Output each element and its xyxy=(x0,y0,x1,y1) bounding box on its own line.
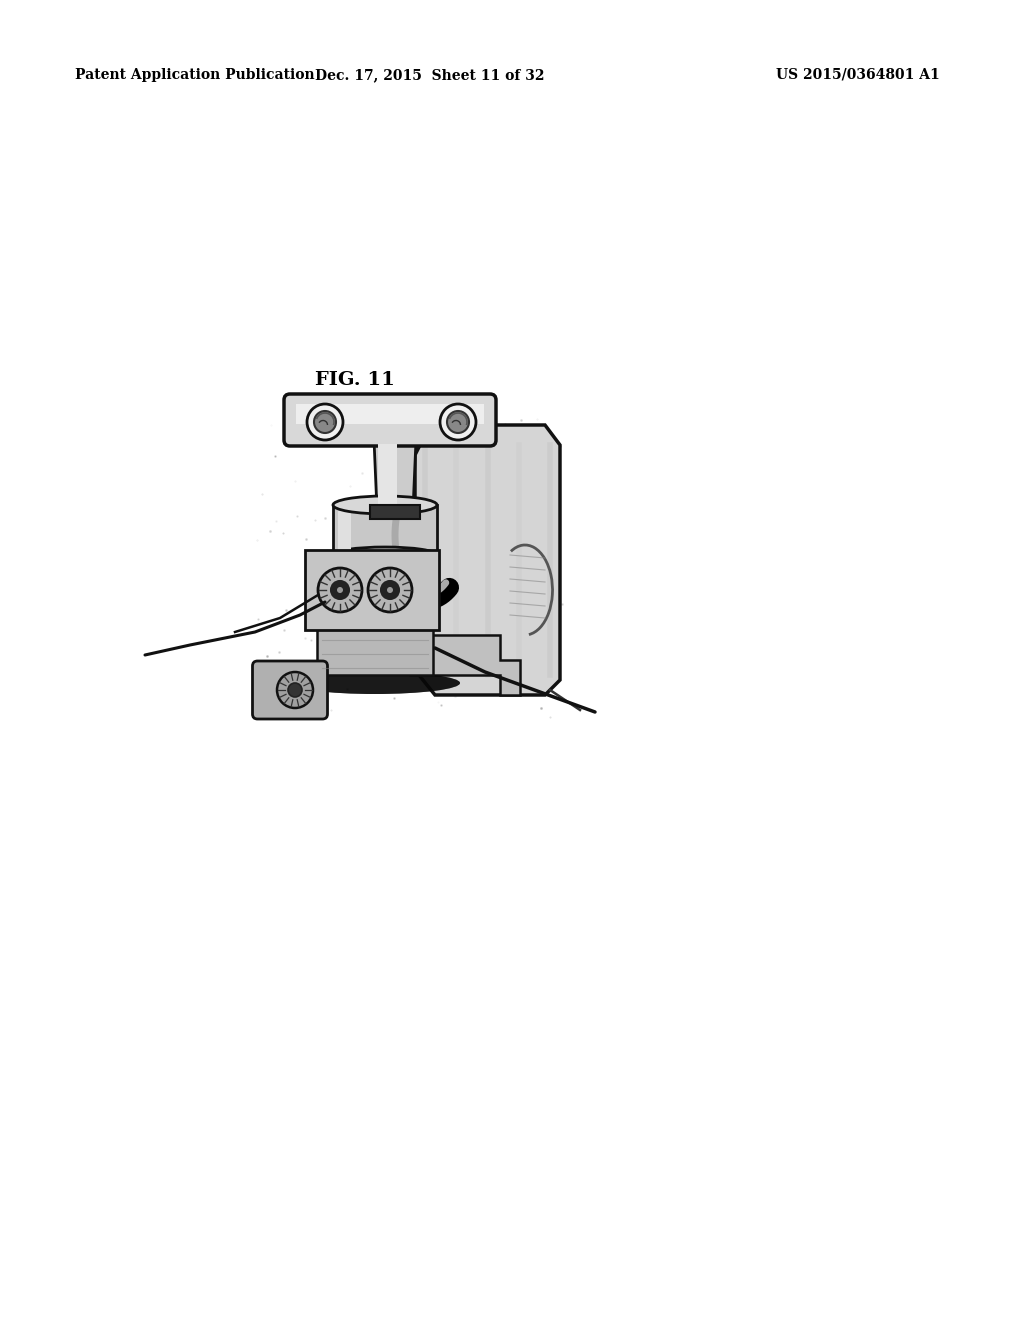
Circle shape xyxy=(387,587,393,593)
Polygon shape xyxy=(374,440,416,510)
Circle shape xyxy=(381,581,399,599)
Ellipse shape xyxy=(333,496,437,513)
Polygon shape xyxy=(378,444,397,506)
Ellipse shape xyxy=(290,672,460,694)
Text: FIG. 11: FIG. 11 xyxy=(315,371,395,389)
Text: Dec. 17, 2015  Sheet 11 of 32: Dec. 17, 2015 Sheet 11 of 32 xyxy=(315,69,545,82)
Bar xyxy=(296,404,484,424)
Bar xyxy=(370,506,420,519)
FancyBboxPatch shape xyxy=(305,550,439,630)
Polygon shape xyxy=(415,425,560,696)
Text: US 2015/0364801 A1: US 2015/0364801 A1 xyxy=(776,69,940,82)
Bar xyxy=(333,506,437,554)
Circle shape xyxy=(314,411,336,433)
Polygon shape xyxy=(410,635,520,696)
Text: Patent Application Publication: Patent Application Publication xyxy=(75,69,314,82)
Circle shape xyxy=(331,581,349,599)
Circle shape xyxy=(368,568,412,612)
Circle shape xyxy=(440,404,476,440)
Circle shape xyxy=(337,587,343,593)
Circle shape xyxy=(447,411,469,433)
Ellipse shape xyxy=(290,672,460,694)
Bar xyxy=(317,628,433,675)
Circle shape xyxy=(318,568,362,612)
Ellipse shape xyxy=(333,546,437,564)
Circle shape xyxy=(288,682,302,697)
Polygon shape xyxy=(338,510,351,550)
Circle shape xyxy=(278,672,313,708)
FancyBboxPatch shape xyxy=(284,393,496,446)
Circle shape xyxy=(307,404,343,440)
FancyBboxPatch shape xyxy=(253,661,328,719)
